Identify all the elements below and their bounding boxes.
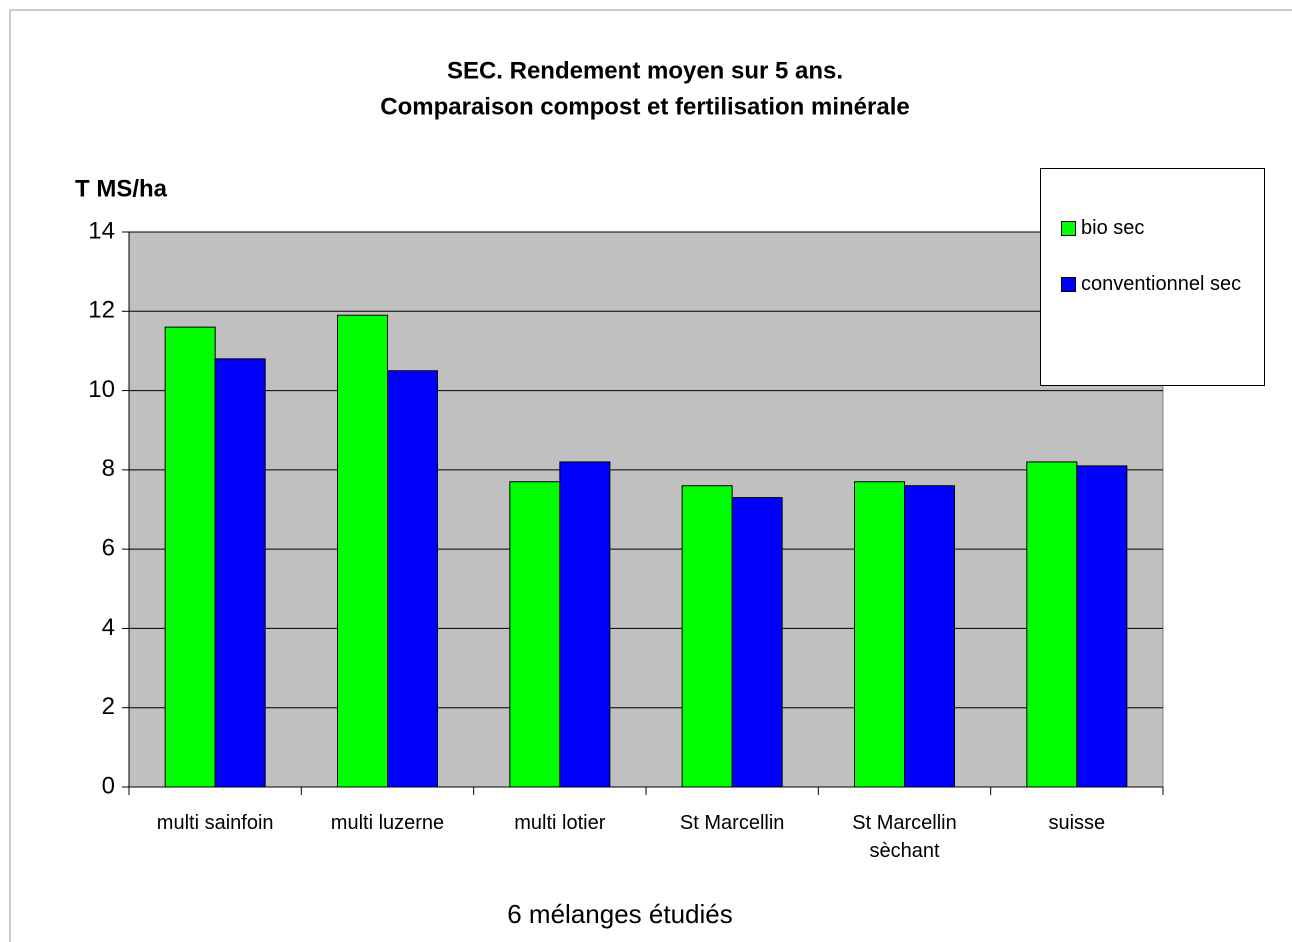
legend-swatch	[1061, 221, 1076, 236]
legend-entry: bio sec	[1061, 213, 1248, 243]
x-tick-label: St Marcellin sèchant	[852, 812, 957, 862]
x-tick-label: suisse	[1048, 812, 1106, 834]
x-tick-label: multi luzerne	[330, 812, 445, 834]
y-tick-label: 2	[102, 693, 115, 720]
bar	[214, 358, 266, 788]
y-tick-label: 0	[102, 772, 115, 799]
bar	[731, 497, 783, 788]
legend-swatch	[1061, 277, 1076, 292]
chart-title: SEC. Rendement moyen sur 5 ans.	[447, 57, 843, 84]
y-axis-title: T MS/ha	[75, 175, 168, 202]
bar	[509, 481, 561, 788]
legend-entry: conventionnel sec	[1061, 269, 1248, 299]
bar	[1076, 465, 1128, 788]
bar	[1026, 461, 1078, 788]
x-axis-title: 6 mélanges étudiés	[507, 899, 732, 929]
x-tick-label: multi sainfoin	[156, 812, 274, 834]
y-tick-label: 12	[88, 297, 115, 324]
x-tick-label: multi lotier	[514, 812, 606, 834]
bar	[387, 370, 438, 788]
plot-area	[128, 231, 1164, 788]
legend-label: bio sec	[1081, 217, 1145, 239]
y-tick-label: 6	[102, 534, 115, 561]
bar	[559, 461, 611, 788]
bar	[337, 314, 388, 788]
y-tick-label: 4	[102, 614, 115, 641]
legend-label: conventionnel sec	[1081, 273, 1242, 295]
frame	[9, 9, 1292, 942]
bar	[904, 485, 955, 788]
bar	[681, 485, 733, 788]
bar	[854, 481, 905, 788]
bar	[164, 326, 216, 788]
chart-subtitle: Comparaison compost et fertilisation min…	[380, 93, 909, 120]
y-tick-label: 14	[88, 217, 115, 244]
y-tick-label: 8	[102, 455, 115, 482]
x-tick-label: St Marcellin	[679, 812, 785, 834]
legend: bio sec conventionnel sec	[1040, 168, 1265, 386]
y-tick-label: 10	[88, 376, 115, 403]
